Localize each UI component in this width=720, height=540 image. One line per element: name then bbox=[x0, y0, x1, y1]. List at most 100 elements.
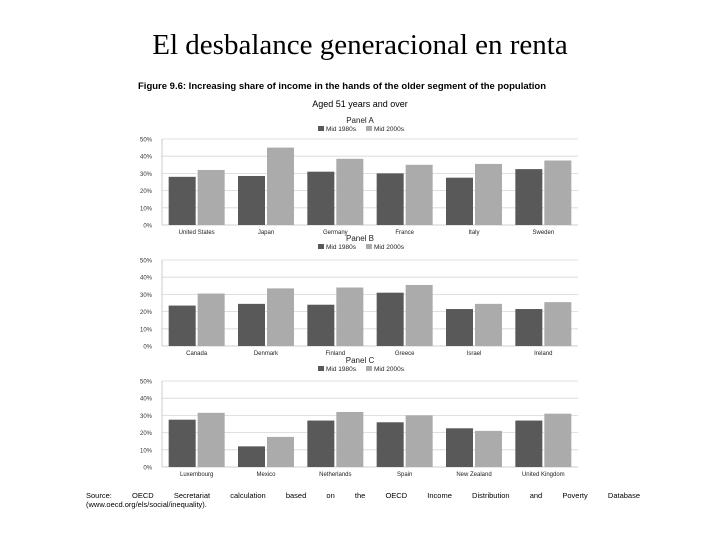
x-tick-label: Finland bbox=[325, 351, 345, 357]
legend-swatch bbox=[318, 126, 324, 131]
bar bbox=[544, 302, 572, 346]
legend-swatch bbox=[366, 126, 372, 131]
y-tick-label: 20% bbox=[140, 431, 153, 437]
bar bbox=[197, 412, 225, 467]
legend-swatch bbox=[366, 244, 372, 249]
source-line-1: Source: OECD Secretariat calculation bas… bbox=[86, 491, 640, 500]
y-tick-label: 10% bbox=[140, 206, 153, 212]
x-tick-label: Italy bbox=[468, 230, 479, 236]
bar bbox=[376, 173, 404, 225]
y-tick-label: 30% bbox=[140, 293, 153, 299]
bar bbox=[238, 446, 265, 467]
legend-label: Mid 2000s bbox=[374, 366, 405, 373]
source-word: Poverty bbox=[562, 491, 588, 500]
y-tick-label: 10% bbox=[140, 327, 153, 333]
source-word: Database bbox=[607, 491, 641, 500]
source-word: Secretariat bbox=[173, 491, 211, 500]
panel-title: Panel C bbox=[346, 356, 375, 365]
figure-subtitle: Aged 51 years and over bbox=[312, 99, 408, 109]
bar bbox=[475, 430, 502, 467]
source-word: OECD bbox=[385, 491, 408, 500]
slide-title: El desbalance generacional en renta bbox=[152, 29, 568, 61]
bar bbox=[446, 428, 473, 467]
legend-label: Mid 1980s bbox=[326, 126, 357, 133]
bar bbox=[515, 420, 543, 467]
x-tick-label: Ireland bbox=[534, 351, 552, 357]
bar bbox=[238, 175, 265, 225]
x-tick-label: Greece bbox=[395, 351, 415, 357]
source-word: Income bbox=[427, 491, 452, 500]
y-tick-label: 0% bbox=[143, 466, 152, 472]
bar bbox=[405, 415, 433, 467]
x-tick-label: United States bbox=[179, 230, 215, 236]
y-tick-label: 30% bbox=[140, 414, 153, 420]
y-tick-label: 50% bbox=[140, 259, 153, 265]
source-word: Distribution bbox=[472, 491, 510, 500]
bar bbox=[307, 420, 335, 467]
bar bbox=[475, 303, 502, 346]
y-tick-label: 50% bbox=[140, 380, 153, 386]
legend-label: Mid 2000s bbox=[374, 126, 405, 133]
legend-swatch bbox=[318, 244, 324, 249]
bar bbox=[376, 422, 404, 467]
bar bbox=[307, 171, 335, 225]
x-tick-label: United Kingdom bbox=[522, 472, 565, 478]
y-tick-label: 40% bbox=[140, 276, 153, 282]
x-tick-label: Germany bbox=[323, 230, 348, 236]
x-tick-label: Mexico bbox=[256, 472, 276, 478]
source-word: and bbox=[529, 491, 543, 500]
y-tick-label: 0% bbox=[143, 224, 152, 230]
bar bbox=[336, 158, 364, 225]
legend-label: Mid 2000s bbox=[374, 244, 405, 251]
source-word: the bbox=[354, 491, 366, 500]
source-line-2: (www.oecd.org/els/social/inequality). bbox=[86, 500, 207, 509]
legend-label: Mid 1980s bbox=[326, 244, 357, 251]
y-tick-label: 40% bbox=[140, 397, 153, 403]
source-word: calculation bbox=[230, 491, 266, 500]
bar bbox=[267, 436, 294, 467]
figure-title: Figure 9.6: Increasing share of income i… bbox=[138, 81, 547, 92]
bar bbox=[168, 305, 196, 346]
bar bbox=[515, 309, 543, 346]
bar bbox=[405, 164, 433, 225]
bar bbox=[197, 169, 225, 225]
bar bbox=[446, 177, 473, 225]
source-word: based bbox=[285, 491, 307, 500]
bar bbox=[168, 176, 196, 225]
x-tick-label: Denmark bbox=[254, 351, 279, 357]
x-tick-label: Canada bbox=[186, 351, 208, 357]
bar bbox=[515, 169, 543, 225]
y-tick-label: 20% bbox=[140, 310, 153, 316]
source-word: Source: bbox=[86, 491, 112, 500]
x-tick-label: Israel bbox=[467, 351, 482, 357]
bar bbox=[376, 292, 404, 346]
y-tick-label: 20% bbox=[140, 189, 153, 195]
bar bbox=[336, 411, 364, 467]
x-tick-label: Netherlands bbox=[319, 472, 351, 478]
x-tick-label: Luxembourg bbox=[180, 472, 213, 478]
bar bbox=[405, 284, 433, 346]
x-tick-label: Sweden bbox=[532, 230, 554, 236]
y-tick-label: 0% bbox=[143, 345, 152, 351]
y-tick-label: 30% bbox=[140, 172, 153, 178]
bar bbox=[168, 419, 196, 467]
bar bbox=[544, 160, 572, 225]
panel-title: Panel B bbox=[346, 234, 374, 243]
bar bbox=[267, 288, 294, 346]
legend-label: Mid 1980s bbox=[326, 366, 357, 373]
x-tick-label: Japan bbox=[258, 230, 274, 236]
y-tick-label: 50% bbox=[140, 138, 153, 144]
legend-swatch bbox=[318, 366, 324, 371]
source-word: OECD bbox=[132, 491, 154, 500]
bar bbox=[544, 413, 572, 467]
legend-swatch bbox=[366, 366, 372, 371]
bar bbox=[238, 303, 265, 346]
x-tick-label: Spain bbox=[397, 472, 412, 478]
bar bbox=[475, 163, 502, 225]
source-word: on bbox=[326, 491, 335, 500]
source-note: Source: OECD Secretariat calculation bas… bbox=[86, 491, 640, 509]
x-tick-label: New Zealand bbox=[456, 472, 491, 478]
x-tick-label: France bbox=[395, 230, 414, 236]
bar bbox=[197, 293, 225, 346]
